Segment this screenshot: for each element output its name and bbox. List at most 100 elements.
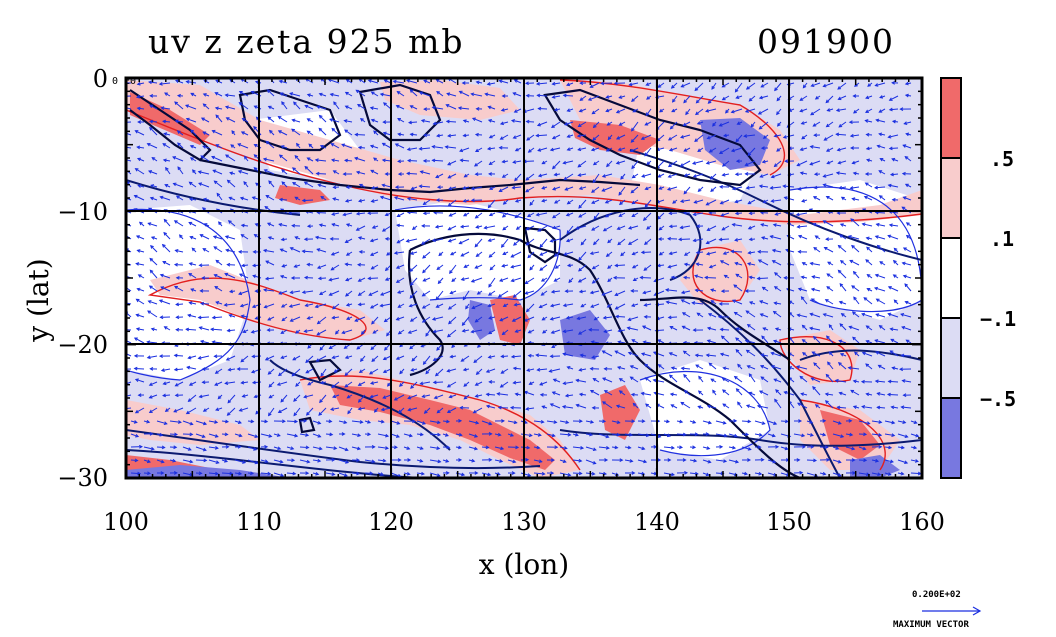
wind-vector-head: [852, 336, 856, 341]
wind-vector: [669, 374, 678, 383]
wind-vector-head: [216, 192, 221, 197]
wind-vector: [891, 406, 899, 409]
wind-vector-head: [345, 302, 350, 307]
wind-vector: [832, 459, 841, 463]
wind-vector-head: [678, 237, 683, 242]
wind-vector-head: [149, 367, 154, 371]
wind-vector-head: [552, 165, 556, 170]
wind-vector: [215, 407, 223, 411]
wind-vector-head: [487, 303, 492, 308]
wind-vector-head: [706, 404, 711, 409]
wind-vector: [903, 196, 912, 201]
x-tick-120: 120: [368, 508, 414, 536]
wind-vector: [198, 182, 210, 188]
wind-vector: [395, 143, 405, 149]
wind-vector: [643, 264, 652, 271]
wind-vector-head: [328, 292, 333, 296]
wind-vector-head: [253, 233, 258, 238]
wind-vector: [278, 407, 288, 413]
wind-vector-head: [887, 234, 892, 239]
wind-vector: [214, 381, 223, 386]
wind-vector: [173, 407, 184, 413]
wind-vector-head: [776, 148, 781, 152]
wind-vector-head: [264, 419, 269, 424]
wind-vector-head: [291, 128, 295, 133]
wind-vector-head: [343, 119, 348, 123]
wind-vector-head: [434, 224, 439, 229]
wind-vector-head: [799, 97, 804, 101]
wind-vector: [459, 90, 470, 97]
wind-vector-head: [251, 380, 256, 385]
wind-vector: [879, 195, 886, 201]
wind-vector-head: [732, 445, 737, 450]
wind-vector-head: [824, 299, 829, 303]
wind-vector-head: [553, 200, 558, 204]
wind-vector: [126, 107, 132, 110]
wind-vector-head: [148, 170, 153, 174]
wind-vector-head: [631, 200, 636, 205]
wind-vector-head: [225, 419, 230, 424]
wind-vector-head: [202, 131, 207, 135]
wind-vector-head: [629, 376, 634, 380]
wind-vector: [669, 251, 678, 255]
wind-vector-head: [295, 330, 300, 334]
wind-vector: [459, 147, 470, 152]
wind-vector-head: [318, 114, 323, 119]
wind-vector: [499, 80, 509, 84]
wind-vector-head: [888, 107, 893, 112]
wind-vector-head: [758, 432, 763, 437]
wind-vector: [798, 235, 808, 240]
wind-vector-head: [160, 459, 165, 464]
wind-vector-head: [373, 408, 378, 413]
wind-vector: [590, 303, 600, 308]
wind-vector-head: [667, 264, 672, 269]
wind-vector-head: [628, 432, 633, 437]
wind-vector: [902, 380, 912, 383]
x-tick-100: 100: [103, 508, 149, 536]
wind-vector-head: [630, 392, 635, 397]
wind-vector-head: [606, 122, 611, 126]
wind-vector: [263, 249, 275, 253]
wind-vector: [572, 459, 582, 462]
wind-vector-head: [358, 198, 363, 203]
wind-vector: [578, 173, 587, 176]
wind-vector-head: [606, 163, 610, 168]
wind-vector-head: [419, 170, 424, 174]
wind-vector-head: [448, 394, 453, 399]
wind-vector-head: [341, 330, 346, 335]
wind-vector-head: [136, 157, 141, 162]
wind-vector: [382, 225, 392, 232]
wind-vector-head: [396, 290, 402, 294]
wind-vector-head: [773, 286, 778, 290]
wind-vector-head: [238, 408, 243, 412]
wind-vector: [826, 335, 834, 344]
wind-vector-head: [535, 212, 540, 217]
wind-vector-head: [436, 420, 441, 425]
wind-vector-head: [826, 457, 831, 462]
wind-vector: [539, 381, 548, 386]
wind-vector: [149, 381, 158, 386]
wind-vector-head: [668, 211, 673, 216]
wind-vector-head: [601, 174, 606, 178]
wind-vector-head: [691, 301, 696, 305]
wind-vector-head: [317, 420, 322, 425]
wind-vector: [186, 81, 197, 84]
wind-vector: [397, 290, 405, 294]
wind-vector-head: [459, 405, 464, 410]
wind-vector: [563, 94, 574, 97]
wind-vector-head: [541, 471, 546, 476]
wind-vector-head: [799, 470, 804, 475]
wind-vector: [302, 290, 314, 294]
wind-vector-head: [860, 379, 865, 384]
wind-vector-head: [315, 471, 320, 476]
wind-vector-head: [589, 366, 594, 371]
wind-vector-head: [344, 91, 349, 96]
wind-vector-head: [769, 186, 774, 190]
wind-vector-head: [630, 189, 635, 194]
wind-vector: [590, 251, 600, 255]
wind-vector: [228, 368, 236, 371]
wind-vector: [823, 313, 834, 318]
wind-vector: [707, 225, 717, 231]
wind-vector-head: [588, 327, 593, 332]
wind-vector-head: [614, 263, 619, 268]
